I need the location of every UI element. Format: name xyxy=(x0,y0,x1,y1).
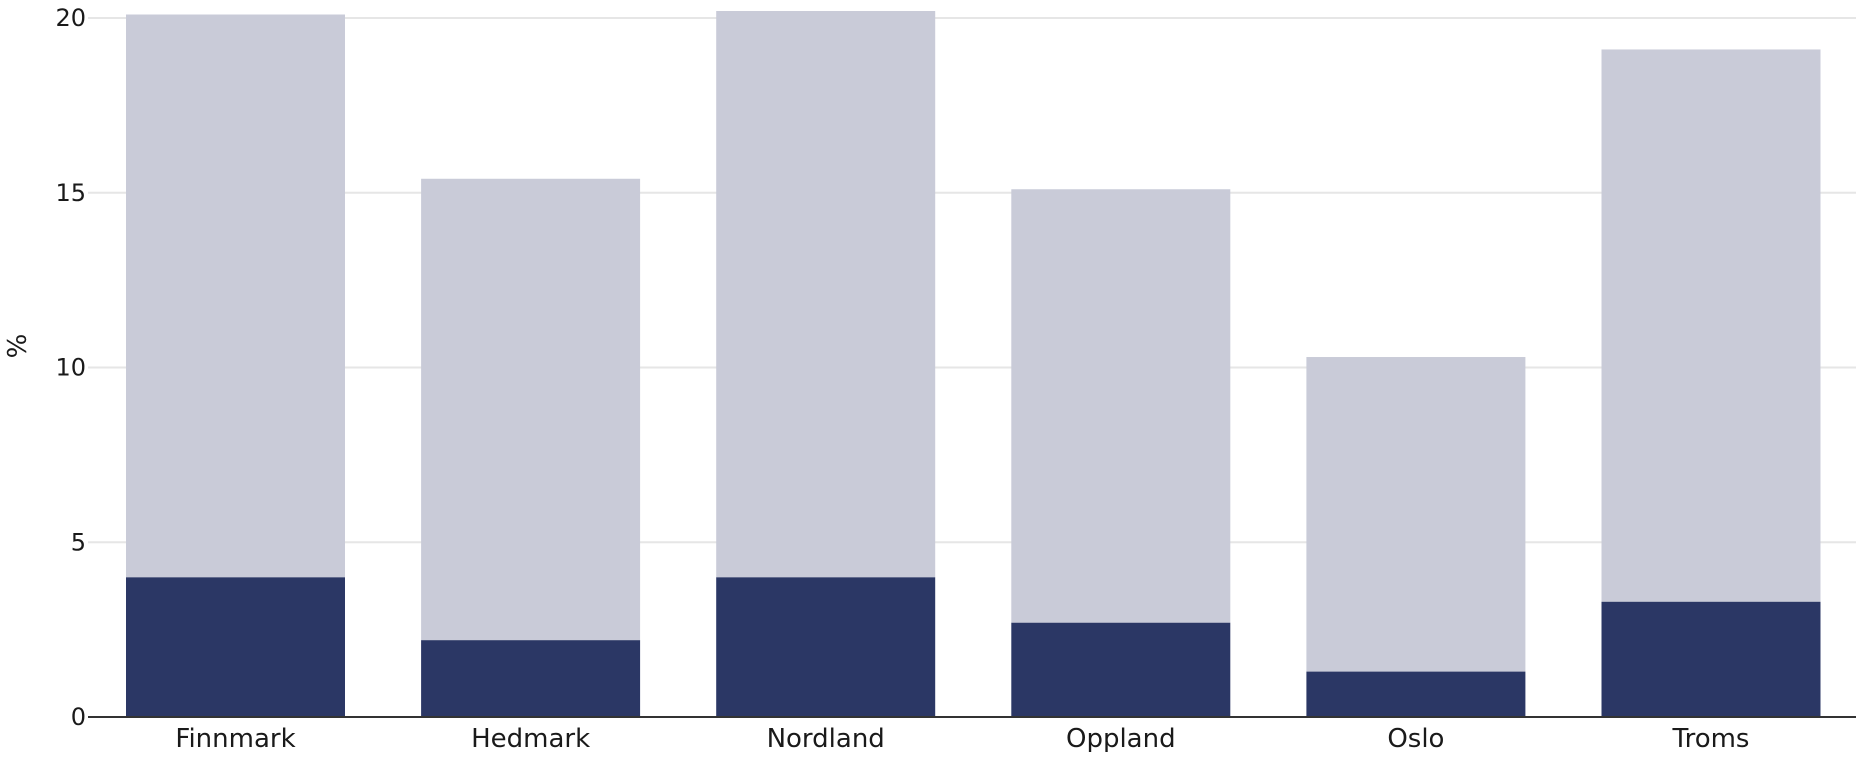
x-tick-label: Oslo xyxy=(1387,724,1444,752)
y-tick-label: 15 xyxy=(55,179,86,207)
bars xyxy=(126,11,1821,717)
bar-segment-lower xyxy=(1601,601,1821,717)
y-tick-label: 10 xyxy=(55,354,86,382)
bar-segment-lower xyxy=(421,640,641,717)
x-tick-label: Finnmark xyxy=(175,724,295,752)
bar-segment-upper xyxy=(716,11,936,578)
bar-segment-upper xyxy=(1601,49,1821,602)
y-tick-label: 5 xyxy=(71,528,86,556)
x-tick-label: Nordland xyxy=(767,724,885,752)
bar-segment-lower xyxy=(1011,622,1231,717)
bar-segment-upper xyxy=(1011,189,1231,623)
x-tick-label: Oppland xyxy=(1066,724,1176,752)
axes: 0 5 10 15 20 Finnmark Hedmark Nordland Oppland Os… xyxy=(55,4,1856,754)
y-tick-label: 20 xyxy=(55,4,86,32)
bar-segment-upper xyxy=(126,14,345,578)
y-tick-label: 0 xyxy=(71,703,86,731)
gridlines xyxy=(88,17,1856,544)
bar-segment-upper xyxy=(1306,357,1526,672)
bar-segment-lower xyxy=(1306,671,1526,717)
x-tick-label: Hedmark xyxy=(471,724,590,752)
bar-segment-lower xyxy=(716,577,936,717)
x-tick-label: Troms xyxy=(1672,724,1750,752)
bar-segment-upper xyxy=(421,178,641,641)
bar-segment-lower xyxy=(126,577,345,717)
y-axis-title: % xyxy=(3,334,33,359)
